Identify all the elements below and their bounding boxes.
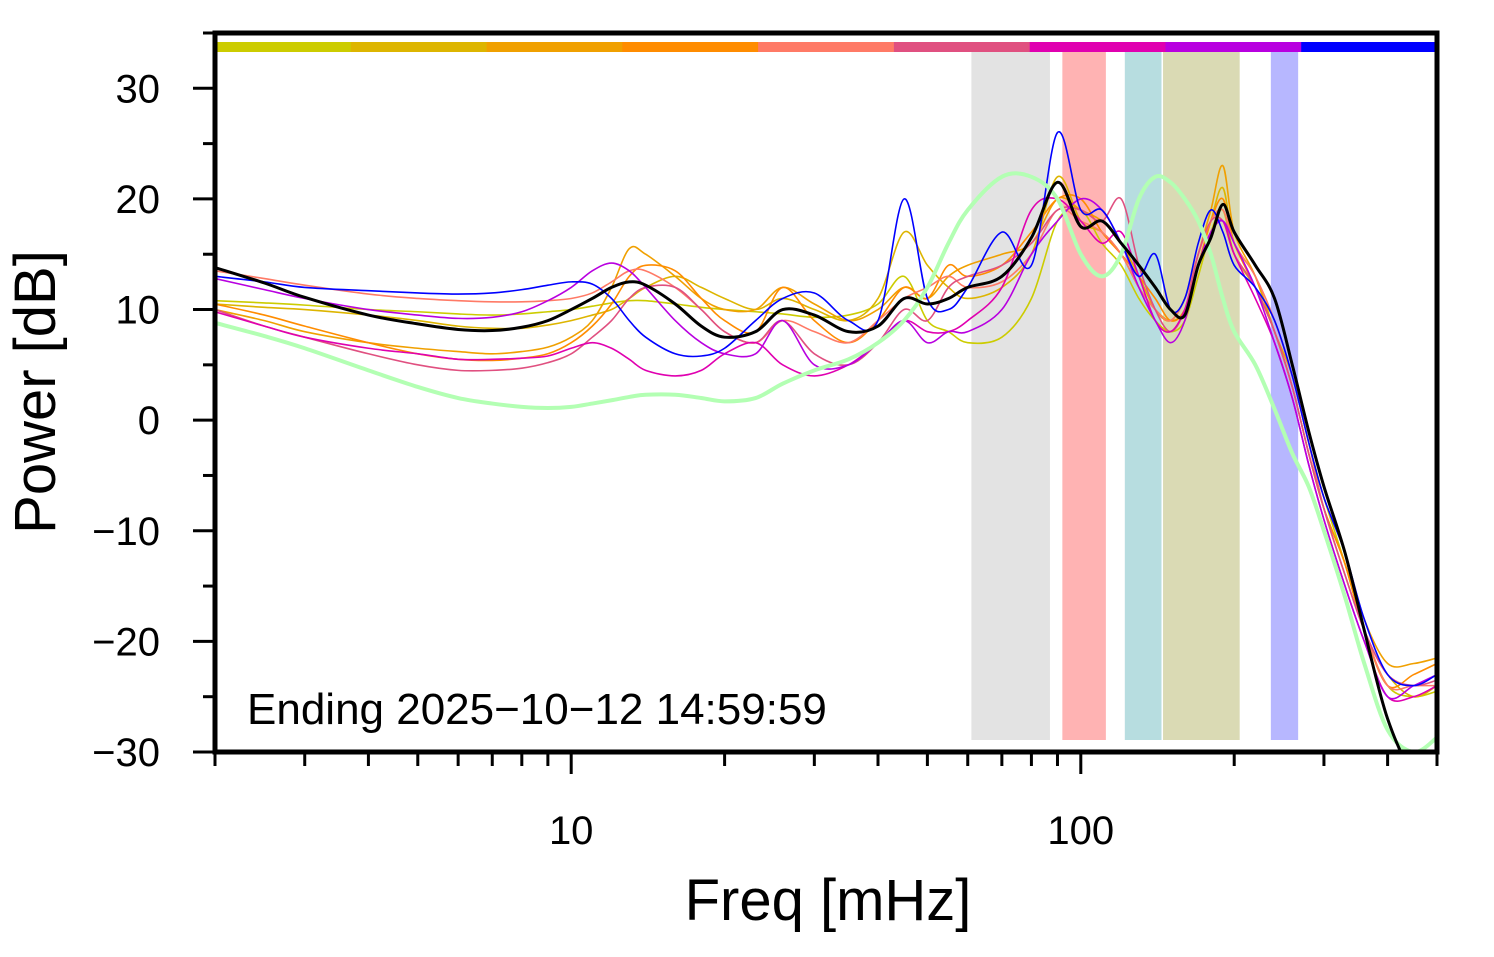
y-tick-label: −30 — [92, 731, 160, 775]
frequency-band — [971, 52, 1050, 740]
y-tick-label: 20 — [116, 178, 161, 222]
color-bar-segment — [622, 42, 759, 52]
color-bar-segment — [486, 42, 623, 52]
series-line — [215, 164, 1437, 668]
color-bar — [215, 42, 1438, 52]
series-line — [215, 131, 1437, 687]
series-line — [215, 207, 1437, 698]
y-tick-label: 30 — [116, 67, 161, 111]
frequency-band — [1270, 52, 1299, 740]
series-line — [215, 175, 1437, 698]
color-bar-segment — [350, 42, 488, 52]
color-bar-segment — [893, 42, 1031, 52]
plot-frame — [212, 30, 1440, 755]
y-tick-label: −10 — [92, 510, 160, 554]
y-tick-label: 0 — [138, 399, 160, 443]
color-bar-segment — [1029, 42, 1166, 52]
series-line — [215, 193, 1437, 689]
color-bar-segment — [215, 42, 352, 52]
x-tick-label: 10 — [549, 809, 594, 853]
series-line — [215, 197, 1437, 700]
y-axis: −30 −20 −10 0 10 20 30 — [92, 31, 215, 775]
frequency-band — [1124, 52, 1162, 740]
y-tick-label: −20 — [92, 620, 160, 664]
frequency-bands — [971, 52, 1299, 740]
series-line — [215, 171, 1437, 752]
series-line — [215, 180, 1403, 752]
x-axis: 10 100 — [213, 752, 1439, 853]
color-bar-segment — [1165, 42, 1302, 52]
frequency-band — [1163, 52, 1240, 740]
frequency-band — [1062, 52, 1106, 740]
series-lines — [215, 131, 1437, 752]
color-bar-segment — [758, 42, 895, 52]
series-line — [215, 207, 1437, 691]
series-line — [215, 196, 1437, 687]
y-tick-label: 10 — [116, 289, 161, 333]
y-axis-label: Power [dB] — [3, 250, 68, 534]
color-bar-segment — [1301, 42, 1438, 52]
x-axis-label: Freq [mHz] — [685, 868, 972, 933]
x-tick-label: 100 — [1047, 809, 1114, 853]
annotation-text: Ending 2025−10−12 14:59:59 — [247, 685, 827, 734]
